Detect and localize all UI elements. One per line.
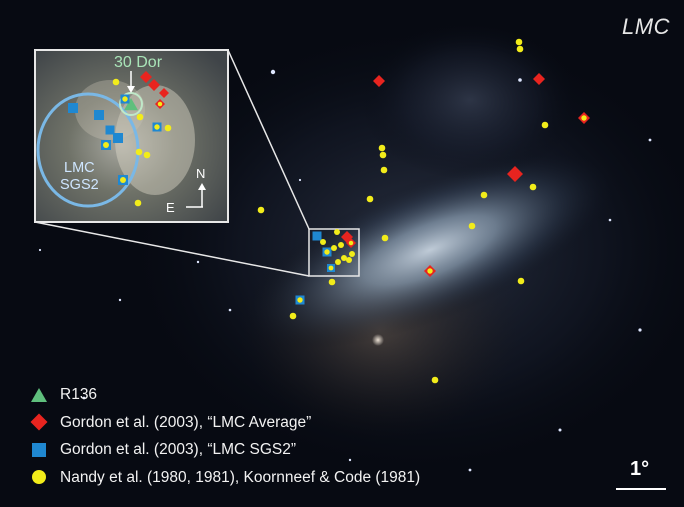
green-triangle-icon	[30, 386, 48, 404]
legend-label: R136	[60, 386, 98, 403]
inset-panel	[34, 49, 229, 223]
lmc-average-marker	[140, 71, 152, 83]
lmc-average-marker	[159, 88, 169, 98]
nandy-marker	[541, 121, 549, 129]
nandy-marker	[289, 312, 297, 320]
lmc-average-marker	[373, 75, 385, 87]
legend-item-nandy: Nandy et al. (1980, 1981), Koornneef & C…	[30, 464, 420, 492]
legend: R136 Gordon et al. (2003), “LMC Average”…	[30, 381, 420, 491]
legend-label: Gordon et al. (2003), “LMC SGS2”	[60, 441, 297, 458]
nandy-marker	[346, 257, 352, 263]
scale-bar-label: 1°	[630, 458, 650, 480]
nandy-marker	[328, 265, 334, 271]
nandy-marker	[480, 191, 488, 199]
sgs2-marker	[312, 231, 322, 241]
nandy-marker	[581, 115, 587, 121]
nandy-marker	[515, 38, 523, 46]
nandy-marker	[334, 229, 340, 235]
r136-marker	[124, 98, 138, 111]
nandy-marker	[335, 259, 341, 265]
nandy-marker	[381, 234, 389, 242]
sgs2-region-label: LMC SGS2	[60, 160, 99, 193]
nandy-marker	[324, 249, 330, 255]
nandy-marker	[134, 199, 142, 207]
legend-label: Nandy et al. (1980, 1981), Koornneef & C…	[60, 468, 421, 486]
nandy-marker	[297, 297, 303, 303]
nandy-marker	[143, 151, 151, 159]
nandy-marker	[427, 268, 433, 274]
nandy-marker	[136, 113, 144, 121]
nandy-marker	[320, 239, 326, 245]
nandy-marker	[380, 166, 388, 174]
compass-east-label: E	[166, 200, 175, 215]
blue-square-icon	[30, 441, 48, 459]
nandy-marker	[468, 222, 476, 230]
30-dor-label: 30 Dor	[114, 54, 163, 71]
legend-item-lmc-sgs2: Gordon et al. (2003), “LMC SGS2”	[30, 436, 420, 464]
legend-item-r136: R136	[30, 381, 420, 409]
nandy-marker	[164, 124, 172, 132]
nandy-marker	[103, 142, 109, 148]
yellow-circle-icon	[30, 468, 48, 486]
nandy-marker	[122, 96, 128, 102]
nandy-marker	[135, 148, 143, 156]
nandy-marker	[331, 245, 337, 251]
nandy-marker	[431, 376, 439, 384]
nandy-marker	[348, 240, 354, 246]
lmc-average-marker	[148, 79, 160, 91]
sgs2-marker	[113, 133, 123, 143]
red-diamond-icon	[30, 413, 48, 431]
galaxy-label: LMC	[622, 14, 670, 39]
sgs2-marker	[94, 110, 104, 120]
nandy-marker	[328, 278, 336, 286]
scale-bar	[616, 488, 666, 490]
nandy-marker	[349, 251, 355, 257]
nandy-marker	[120, 177, 126, 183]
nandy-marker	[517, 277, 525, 285]
nandy-marker	[366, 195, 374, 203]
nandy-marker	[379, 151, 387, 159]
nandy-marker	[516, 45, 524, 53]
nandy-marker	[112, 78, 120, 86]
nandy-marker	[338, 242, 344, 248]
sgs2-marker	[68, 103, 78, 113]
sgs2-marker	[105, 125, 115, 135]
legend-label: Gordon et al. (2003), “LMC Average”	[60, 413, 312, 431]
legend-item-lmc-average: Gordon et al. (2003), “LMC Average”	[30, 409, 420, 437]
lmc-average-marker	[507, 166, 523, 182]
nandy-marker	[157, 101, 163, 107]
nandy-marker	[341, 255, 347, 261]
nandy-marker	[378, 144, 386, 152]
nandy-marker	[154, 124, 160, 130]
nandy-marker	[257, 206, 265, 214]
lmc-average-marker	[533, 73, 545, 85]
nandy-marker	[529, 183, 537, 191]
compass-north-label: N	[196, 166, 206, 181]
